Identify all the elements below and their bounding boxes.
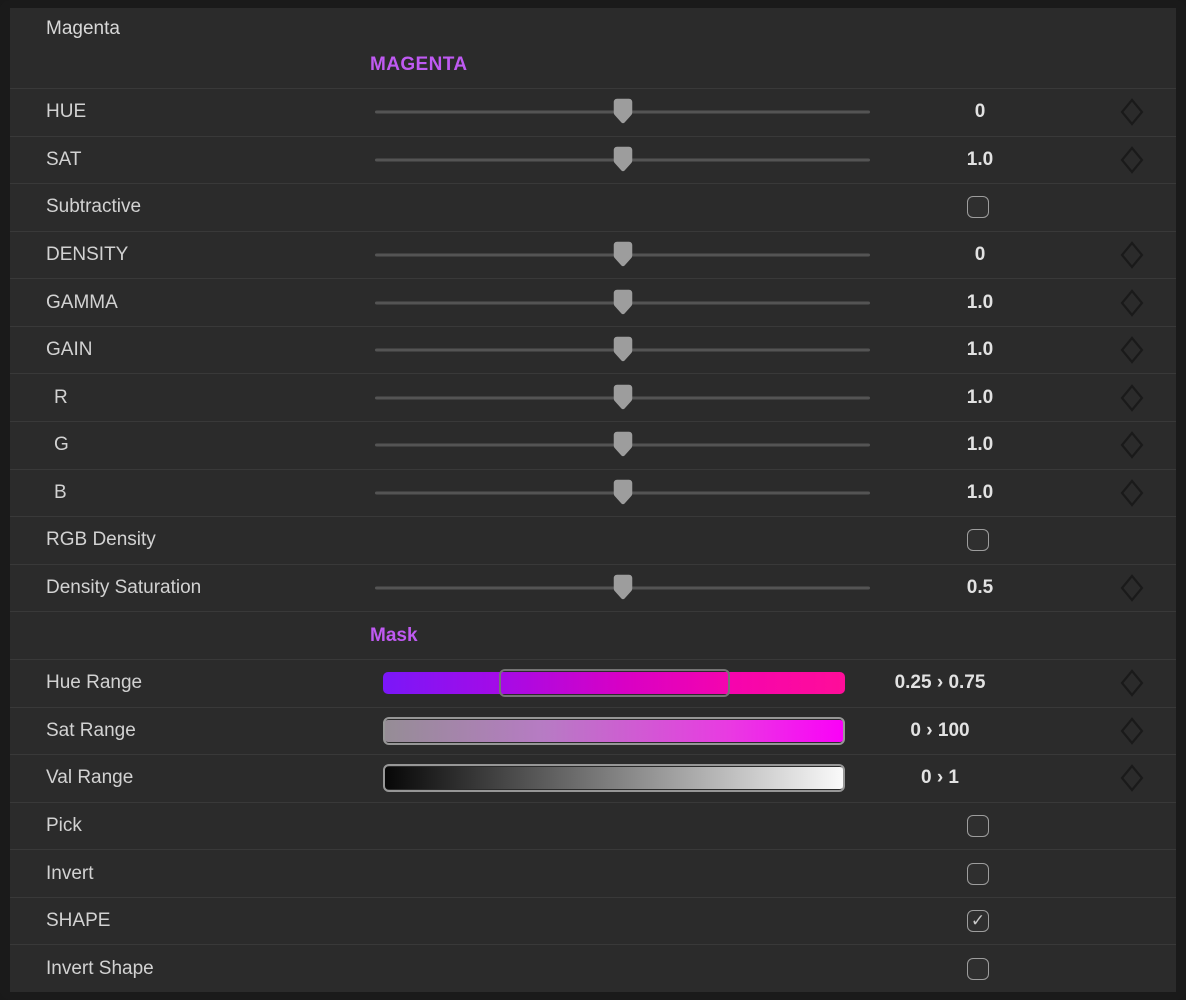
hue-range-selection[interactable] bbox=[498, 669, 730, 698]
sat-value[interactable]: 1.0 bbox=[966, 148, 994, 170]
sat-range-value[interactable]: 0 › 100 bbox=[910, 719, 970, 741]
param-row-subtractive: Subtractive bbox=[10, 183, 1176, 231]
val-range-value[interactable]: 0 › 1 bbox=[920, 767, 960, 789]
param-row-gamma: GAMMA 1.0 bbox=[10, 278, 1176, 326]
param-row-gain: GAIN 1.0 bbox=[10, 325, 1176, 374]
hue-range-keyframe-diamond-icon[interactable] bbox=[1120, 669, 1144, 697]
gain-keyframe-diamond-icon[interactable] bbox=[1120, 336, 1144, 364]
gamma-keyframe-diamond-icon[interactable] bbox=[1120, 288, 1144, 317]
param-row-density-saturation: Density Saturation 0.5 bbox=[10, 563, 1176, 612]
effect-title: Magenta bbox=[46, 18, 120, 39]
shape-checkbox[interactable]: ✓ bbox=[967, 910, 989, 933]
hue-slider-handle[interactable] bbox=[613, 98, 633, 125]
param-label-hue-range: Hue Range bbox=[46, 672, 143, 694]
param-label-gain: GAIN bbox=[46, 339, 93, 361]
param-label-sat: SAT bbox=[46, 148, 82, 170]
param-row-density: DENSITY 0 bbox=[10, 230, 1176, 279]
param-label-val-range: Val Range bbox=[46, 767, 134, 789]
effect-parameter-panel: Magenta MAGENTA HUE 0 SAT 1.0 Subtractive DEN… bbox=[10, 8, 1176, 992]
density-saturation-value[interactable]: 0.5 bbox=[966, 577, 994, 599]
section-header-mask: Mask bbox=[370, 624, 418, 646]
invert-checkbox[interactable] bbox=[967, 862, 989, 885]
g-slider-handle[interactable] bbox=[613, 431, 633, 458]
param-label-invert-shape: Invert Shape bbox=[46, 957, 154, 979]
param-label-shape: SHAPE bbox=[46, 910, 111, 932]
r-keyframe-diamond-icon[interactable] bbox=[1120, 384, 1144, 412]
density-value[interactable]: 0 bbox=[974, 244, 986, 266]
density-slider-handle[interactable] bbox=[613, 241, 633, 268]
subtractive-checkbox[interactable] bbox=[967, 196, 989, 219]
g-keyframe-diamond-icon[interactable] bbox=[1120, 431, 1144, 460]
param-row-val-range: Val Range 0 › 1 bbox=[10, 754, 1176, 802]
b-keyframe-diamond-icon[interactable] bbox=[1120, 479, 1144, 507]
gamma-value[interactable]: 1.0 bbox=[966, 291, 994, 313]
invert-shape-checkbox[interactable] bbox=[967, 957, 989, 980]
param-label-rgb-density: RGB Density bbox=[46, 529, 156, 551]
hue-range-gradient-bar[interactable] bbox=[383, 669, 845, 698]
val-range-keyframe-diamond-icon[interactable] bbox=[1120, 764, 1144, 793]
param-row-r: R 1.0 bbox=[10, 373, 1176, 421]
section-header-magenta: MAGENTA bbox=[370, 54, 468, 75]
param-row-sat: SAT 1.0 bbox=[10, 135, 1176, 184]
b-value[interactable]: 1.0 bbox=[966, 481, 994, 503]
param-row-g: G 1.0 bbox=[10, 421, 1176, 469]
effect-titlebar: Magenta MAGENTA bbox=[10, 8, 1176, 88]
sat-range-gradient-bar[interactable] bbox=[383, 716, 845, 745]
gain-value[interactable]: 1.0 bbox=[966, 339, 994, 361]
hue-range-value[interactable]: 0.25 › 0.75 bbox=[894, 672, 986, 694]
g-value[interactable]: 1.0 bbox=[966, 434, 994, 456]
gamma-slider-handle[interactable] bbox=[613, 289, 633, 316]
param-label-hue: HUE bbox=[46, 101, 87, 123]
param-row-shape: SHAPE ✓ bbox=[10, 896, 1176, 945]
density-saturation-keyframe-diamond-icon[interactable] bbox=[1120, 574, 1144, 602]
param-label-pick: Pick bbox=[46, 814, 82, 836]
val-range-selection[interactable] bbox=[383, 764, 845, 793]
checkmark-icon: ✓ bbox=[970, 910, 986, 930]
param-label-g: G bbox=[54, 434, 69, 456]
r-slider-handle[interactable] bbox=[613, 384, 633, 411]
param-label-sat-range: Sat Range bbox=[46, 719, 136, 741]
param-label-density: DENSITY bbox=[46, 244, 129, 266]
param-label-subtractive: Subtractive bbox=[46, 196, 142, 218]
r-value[interactable]: 1.0 bbox=[966, 386, 994, 408]
param-row-b: B 1.0 bbox=[10, 468, 1176, 517]
hue-value[interactable]: 0 bbox=[974, 101, 986, 123]
pick-checkbox[interactable] bbox=[967, 814, 989, 837]
param-row-rgb-density: RGB Density bbox=[10, 516, 1176, 564]
parameter-rows: HUE 0 SAT 1.0 Subtractive DENSITY 0 GAMMA 1.0 GAI… bbox=[10, 88, 1176, 992]
sat-range-selection[interactable] bbox=[383, 716, 845, 745]
sat-slider-handle[interactable] bbox=[613, 146, 633, 173]
param-label-invert: Invert bbox=[46, 862, 94, 884]
sat-range-keyframe-diamond-icon[interactable] bbox=[1120, 717, 1144, 745]
density-saturation-slider-handle[interactable] bbox=[613, 574, 633, 601]
param-label-gamma: GAMMA bbox=[46, 291, 118, 313]
param-row-invert-shape: Invert Shape bbox=[10, 944, 1176, 992]
density-keyframe-diamond-icon[interactable] bbox=[1120, 241, 1144, 269]
param-row-pick: Pick bbox=[10, 801, 1176, 850]
param-row-sat-range: Sat Range 0 › 100 bbox=[10, 706, 1176, 755]
b-slider-handle[interactable] bbox=[613, 479, 633, 506]
section-row-mask: Mask bbox=[10, 611, 1176, 659]
param-label-b: B bbox=[54, 481, 67, 503]
rgb-density-checkbox[interactable] bbox=[967, 529, 989, 552]
param-label-density-saturation: Density Saturation bbox=[46, 577, 202, 599]
sat-keyframe-diamond-icon[interactable] bbox=[1120, 146, 1144, 174]
param-row-hue: HUE 0 bbox=[10, 88, 1176, 136]
hue-keyframe-diamond-icon[interactable] bbox=[1120, 98, 1144, 126]
param-row-hue-range: Hue Range 0.25 › 0.75 bbox=[10, 658, 1176, 707]
val-range-gradient-bar[interactable] bbox=[383, 764, 845, 793]
gain-slider-handle[interactable] bbox=[613, 336, 633, 363]
param-row-invert: Invert bbox=[10, 849, 1176, 897]
param-label-r: R bbox=[54, 386, 68, 408]
